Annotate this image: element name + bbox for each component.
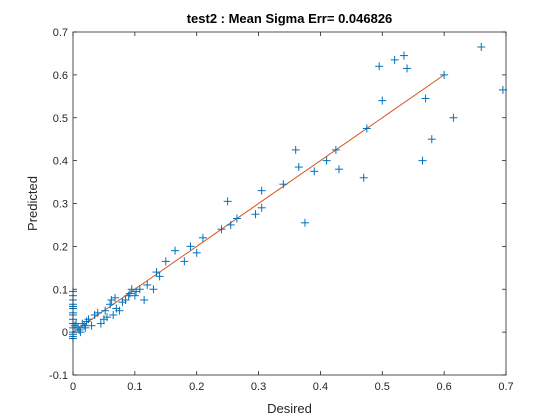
data-point — [75, 325, 84, 334]
x-tick-label: 0.2 — [189, 381, 204, 393]
x-tick-label: 0 — [70, 381, 76, 393]
data-point — [294, 163, 303, 172]
data-point — [322, 156, 331, 165]
y-tick-label: 0 — [62, 327, 68, 339]
data-point — [331, 145, 340, 154]
data-point — [232, 214, 241, 223]
data-point — [73, 323, 82, 332]
data-point — [440, 70, 449, 79]
data-point — [132, 287, 141, 296]
data-point — [399, 51, 408, 60]
data-point — [257, 203, 266, 212]
data-point — [121, 295, 130, 304]
x-tick-label: 0.7 — [498, 381, 513, 393]
data-point — [115, 306, 124, 315]
x-tick-label: 0.3 — [251, 381, 266, 393]
x-tick-label: 0.5 — [375, 381, 390, 393]
data-point — [103, 313, 112, 322]
plot-area — [73, 32, 506, 375]
data-point — [107, 295, 116, 304]
x-tick-label: 0.6 — [436, 381, 451, 393]
y-tick-label: 0.5 — [53, 113, 68, 125]
data-point — [217, 225, 226, 234]
data-point — [251, 210, 260, 219]
data-point — [291, 145, 300, 154]
data-point — [375, 62, 384, 71]
data-point — [135, 285, 144, 294]
data-point — [359, 173, 368, 182]
data-point — [418, 156, 427, 165]
data-point — [143, 280, 152, 289]
data-point — [101, 306, 110, 315]
data-point — [257, 186, 266, 195]
data-point — [140, 295, 149, 304]
data-point — [226, 220, 235, 229]
data-point — [82, 317, 91, 326]
data-point — [111, 293, 120, 302]
data-point — [106, 300, 115, 309]
data-point — [498, 85, 507, 94]
tick-labels-layer: 0 0.1 0.2 0.3 0.4 0.5 0.6 0.7-0.100.10.20.30.40… — [49, 27, 514, 393]
data-point — [334, 165, 343, 174]
x-tick-label: 0.4 — [313, 381, 328, 393]
data-point — [127, 285, 136, 294]
data-point — [192, 248, 201, 257]
data-point — [403, 64, 412, 73]
data-point — [449, 113, 458, 122]
data-point — [96, 319, 105, 328]
data-point — [155, 272, 164, 281]
data-point — [161, 257, 170, 266]
y-tick-label: 0.3 — [53, 199, 68, 211]
data-point — [130, 291, 139, 300]
ticks-layer — [72, 31, 507, 376]
data-point — [84, 315, 93, 324]
data-point — [87, 321, 96, 330]
y-axis-label: Predicted — [25, 176, 40, 231]
y-tick-label: 0.6 — [53, 70, 68, 82]
y-tick-label: -0.1 — [49, 370, 68, 382]
data-point — [362, 124, 371, 133]
y-tick-label: 0.1 — [53, 284, 68, 296]
data-point — [378, 96, 387, 105]
data-point — [310, 167, 319, 176]
data-point — [109, 310, 118, 319]
y-tick-label: 0.2 — [53, 241, 68, 253]
data-point — [427, 135, 436, 144]
data-point — [93, 308, 102, 317]
x-tick-label: 0.1 — [127, 381, 142, 393]
data-point — [171, 246, 180, 255]
data-point — [149, 285, 158, 294]
data-point — [477, 43, 486, 52]
y-tick-label: 0.4 — [53, 156, 68, 168]
data-point — [279, 180, 288, 189]
data-point — [76, 328, 85, 337]
y-tick-label: 0.7 — [53, 27, 68, 39]
data-point — [152, 268, 161, 277]
data-point — [300, 218, 309, 227]
data-point — [80, 321, 89, 330]
data-point — [81, 323, 90, 332]
data-point — [390, 55, 399, 64]
chart-title: test2 : Mean Sigma Err= 0.046826 — [187, 11, 393, 26]
data-point — [125, 289, 134, 298]
data-point — [421, 94, 430, 103]
data-point — [198, 233, 207, 242]
data-point — [78, 319, 87, 328]
data-point — [223, 197, 232, 206]
data-point — [180, 257, 189, 266]
x-axis-label: Desired — [267, 401, 312, 416]
data-point — [186, 242, 195, 251]
